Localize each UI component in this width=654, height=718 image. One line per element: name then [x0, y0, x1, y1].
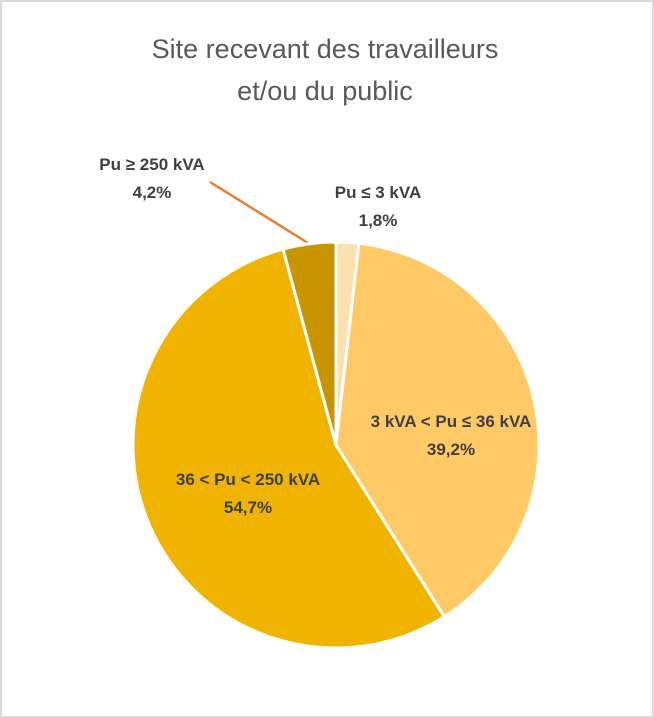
slice-value-label: 1,8%: [359, 211, 398, 230]
chart-title: et/ou du public: [237, 76, 413, 106]
pie-slice: [281, 240, 338, 446]
leader-line: [209, 180, 309, 245]
slice-label: 36 < Pu < 250 kVA: [176, 470, 320, 489]
slice-label: Pu ≥ 250 kVA: [99, 155, 204, 174]
slice-label: 3 kVA < Pu ≤ 36 kVA: [371, 412, 532, 431]
slice-value-label: 39,2%: [427, 440, 475, 459]
pie-slice: [131, 247, 447, 650]
slice-label: Pu ≤ 3 kVA: [335, 183, 422, 202]
slice-value-label: 4,2%: [133, 183, 172, 202]
chart-title: Site recevant des travailleurs: [152, 34, 499, 64]
slice-value-label: 54,7%: [224, 498, 272, 517]
